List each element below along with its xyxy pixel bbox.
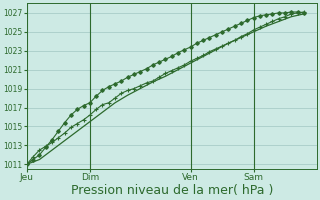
X-axis label: Pression niveau de la mer( hPa ): Pression niveau de la mer( hPa ) xyxy=(70,184,273,197)
